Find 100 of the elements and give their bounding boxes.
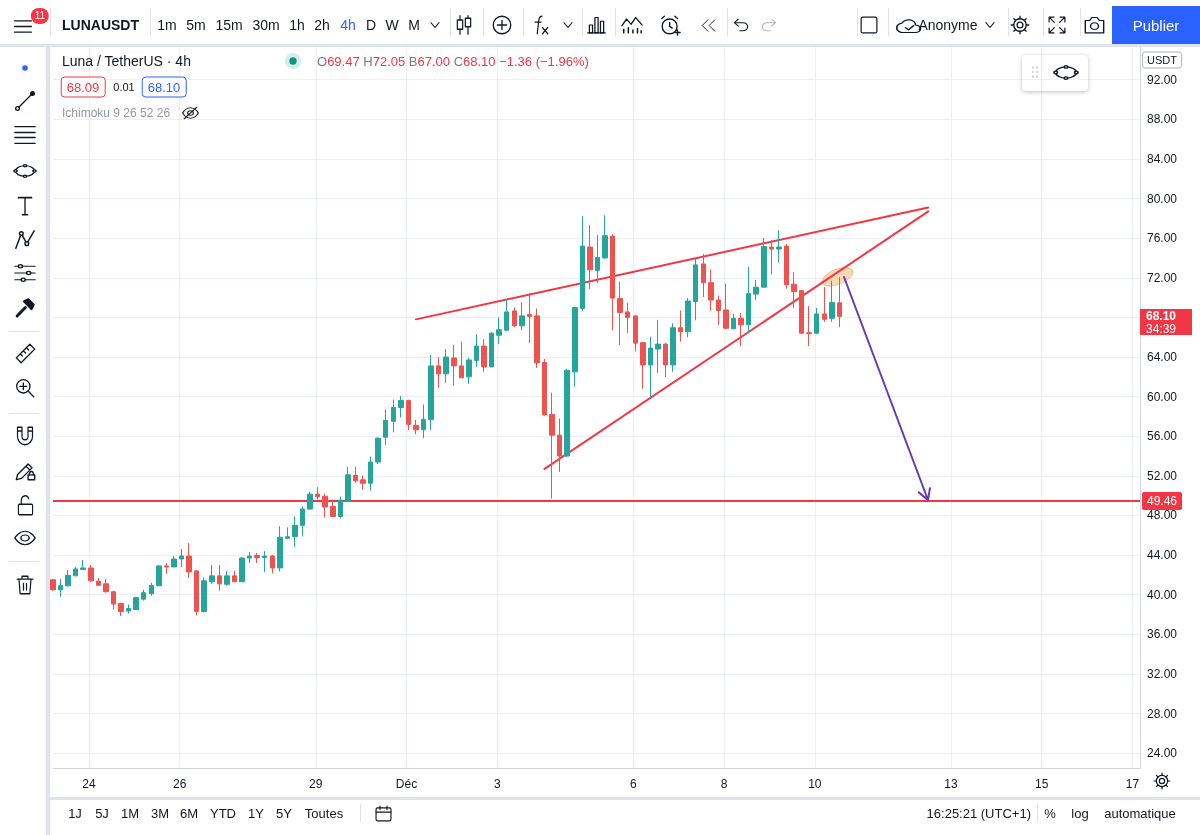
candlestick (368, 456, 373, 492)
text: 5Y (276, 805, 292, 821)
candlestick (655, 319, 661, 374)
candlestick (307, 491, 313, 511)
candlestick (504, 299, 509, 332)
candlestick (595, 234, 600, 284)
x-tick-label: 13 (944, 777, 958, 791)
candlestick (383, 408, 388, 446)
candlestick (156, 564, 162, 587)
candlestick (557, 417, 562, 473)
candlestick (678, 309, 683, 343)
candlestick (534, 307, 540, 369)
x-tick-label: 29 (309, 777, 323, 791)
candlestick (398, 395, 404, 418)
y-tick-label: 76.00 (1147, 231, 1178, 246)
candlestick (141, 589, 146, 602)
candlestick (96, 577, 101, 587)
candlestick (716, 295, 721, 326)
candlestick (572, 305, 578, 388)
y-tick-label: 44.00 (1147, 548, 1178, 563)
candlestick (496, 316, 502, 345)
candlestick (512, 306, 517, 328)
y-tick-label: 28.00 (1147, 706, 1178, 721)
text: 1Y (248, 805, 264, 821)
candlestick (564, 368, 570, 458)
text: 3M (150, 805, 170, 821)
text: 1m (157, 17, 177, 33)
candlestick (693, 257, 698, 321)
candlestick (413, 419, 419, 435)
text: D (365, 17, 377, 33)
candlestick (549, 392, 555, 500)
candlestick (103, 578, 109, 594)
x-tick-label: 6 (630, 777, 638, 791)
annotation: Ichimoku 9 26 52 26 (62, 106, 171, 120)
candlestick (65, 569, 71, 588)
candlestick (814, 307, 819, 335)
candlestick (822, 286, 827, 323)
candlestick (360, 474, 366, 491)
text: 1M (120, 805, 140, 821)
candlestick (149, 582, 154, 597)
candlestick (239, 556, 245, 583)
text: 1h (289, 17, 305, 33)
text: LUNAUSDT (62, 17, 139, 33)
text: M (408, 17, 420, 33)
candlestick (466, 357, 472, 385)
candlestick (784, 243, 789, 290)
candlestick (406, 399, 411, 431)
annotation: 68.09 (60, 76, 106, 98)
candlestick (738, 312, 744, 347)
text: YTD (210, 805, 236, 821)
text: 2h (314, 17, 330, 33)
candlestick (133, 596, 139, 611)
candlestick (164, 562, 169, 575)
candlestick (428, 354, 434, 431)
candlestick (421, 404, 426, 439)
candlestick (436, 356, 441, 389)
text: 11 (30, 8, 50, 24)
candlestick (663, 342, 668, 378)
chart-title: Luna / TetherUS · 4h (62, 53, 191, 69)
candlestick (519, 302, 525, 331)
candlestick (217, 564, 222, 592)
candlestick (375, 436, 381, 465)
y-tick-label: 84.00 (1147, 151, 1178, 166)
text: 34:39 (1140, 321, 1192, 336)
candlestick (837, 276, 842, 328)
candlestick (761, 237, 767, 289)
candlestick (527, 292, 532, 344)
x-tick-label: 3 (493, 777, 501, 791)
candlestick (262, 550, 267, 573)
y-tick-label: 24.00 (1147, 746, 1178, 761)
x-tick-label: Déc (395, 777, 418, 791)
candlestick (633, 314, 638, 353)
y-tick-label: 32.00 (1147, 666, 1178, 681)
candlestick (489, 331, 494, 368)
annotation: 68.10 (141, 76, 187, 98)
candlestick (353, 466, 358, 484)
y-tick-label: 60.00 (1147, 389, 1178, 404)
candlestick (300, 506, 305, 537)
candlestick (315, 486, 320, 501)
candlestick (708, 268, 714, 311)
candlestick (391, 399, 396, 433)
candlestick (126, 604, 131, 614)
candlestick (118, 602, 124, 617)
y-tick-label: 92.00 (1147, 72, 1178, 87)
candlestick (806, 305, 812, 347)
candlestick (111, 590, 116, 611)
candlestick (625, 302, 630, 334)
text: USDT (1142, 51, 1182, 69)
candlestick (474, 333, 479, 368)
y-tick-label: 64.00 (1147, 349, 1178, 364)
ref-line-label: 49.46 (1147, 493, 1178, 508)
candlestick (723, 283, 729, 330)
candlestick (443, 348, 449, 384)
candlestick (254, 552, 260, 564)
y-tick-label: 72.00 (1147, 270, 1178, 285)
text: 16:25:21 (UTC+1) (926, 805, 1031, 821)
candlestick (330, 499, 336, 518)
candlestick (799, 289, 804, 335)
y-tick-label: 48.00 (1147, 508, 1178, 523)
text: 15m (215, 17, 243, 33)
